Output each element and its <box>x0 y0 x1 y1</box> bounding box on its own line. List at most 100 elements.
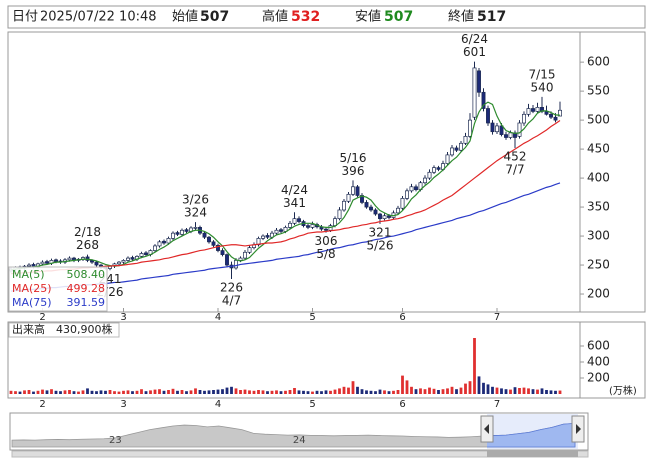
candle-body <box>166 238 171 244</box>
volume-bar <box>176 390 179 394</box>
candle-body <box>526 108 531 115</box>
annotation-value: 306 <box>315 234 338 248</box>
candle-body <box>436 167 441 170</box>
volume-bar <box>383 390 386 394</box>
candle-body <box>94 261 99 266</box>
volume-bar <box>423 389 427 394</box>
annotation-date: 4/7 <box>222 293 241 307</box>
candle-body <box>54 259 58 262</box>
x-tick-label: 6 <box>399 399 405 410</box>
volume-bar <box>171 388 175 394</box>
candle-body <box>423 177 427 184</box>
volume-bar <box>149 390 152 394</box>
volume-bar <box>446 388 449 394</box>
candle-body <box>382 215 387 220</box>
volume-y-tick-label: 600 <box>587 339 610 353</box>
candle-body <box>409 186 414 192</box>
ma-legend: MA(5) 508.40 MA(25) 499.28 MA(75) 391.59 <box>8 266 108 312</box>
y-tick-label: 500 <box>587 113 610 127</box>
candle-body <box>306 225 310 228</box>
annotation-value: 324 <box>184 206 207 220</box>
volume-bar <box>378 389 382 394</box>
volume-bar <box>500 388 503 394</box>
candle-body <box>396 207 400 214</box>
volume-bar <box>167 390 170 394</box>
volume-bar <box>99 390 103 394</box>
volume-bar <box>360 389 364 394</box>
annotation-value: 321 <box>369 225 392 239</box>
x-tick-label: 4 <box>215 399 221 410</box>
candle-body <box>450 147 454 156</box>
volume-bar <box>329 390 332 394</box>
volume-bar <box>293 388 296 394</box>
volume-bar <box>261 390 265 394</box>
volume-bar <box>207 390 211 394</box>
candle-body <box>535 107 540 112</box>
volume-bar <box>185 391 188 394</box>
candle-body <box>40 261 45 265</box>
annotation-value: 226 <box>220 280 243 294</box>
volume-bar <box>338 388 341 394</box>
volume-plot: 出来高 430,900株 (万株) 2 3 4 5 6 7 200 400 600 <box>8 322 637 410</box>
navigator-scroll-thumb[interactable] <box>487 451 578 457</box>
legend-value: 499.28 <box>67 282 106 295</box>
volume-bar <box>324 390 328 394</box>
candle-body <box>373 209 378 215</box>
volume-bar <box>90 390 94 394</box>
datetime: 2025/07/22 10:48 <box>40 10 157 25</box>
candle-body <box>504 134 508 138</box>
y-tick-label: 350 <box>587 200 610 214</box>
volume-bar <box>81 390 85 394</box>
volume-bar <box>396 390 400 394</box>
volume-bar <box>216 389 220 394</box>
candle-body <box>45 261 49 264</box>
header-box <box>7 5 646 29</box>
candle-body <box>517 122 522 137</box>
volume-latest: 430,900株 <box>56 322 113 336</box>
volume-bar <box>45 390 49 394</box>
candle-body <box>355 186 360 196</box>
volume-bar <box>545 390 548 394</box>
candle-body <box>445 154 450 164</box>
close-value: 517 <box>477 9 506 25</box>
volume-bar <box>495 387 499 394</box>
legend-label: MA(5) <box>12 268 45 281</box>
volume-bar <box>162 390 166 394</box>
annotation-date: 3/26 <box>182 193 209 207</box>
volume-bar <box>288 390 292 394</box>
navigator: 23 24 <box>11 414 589 458</box>
volume-bar <box>473 338 476 394</box>
legend-value: 508.40 <box>67 268 106 281</box>
annotation-date: 4/24 <box>281 183 308 197</box>
annotation-value: 268 <box>76 238 99 252</box>
volume-bar <box>41 389 44 394</box>
candle-body <box>427 171 432 179</box>
volume-bar <box>518 388 521 394</box>
volume-bar <box>482 382 485 394</box>
volume-bar <box>459 387 463 394</box>
candle-body <box>364 202 369 208</box>
candle-body <box>522 113 526 124</box>
volume-bar <box>342 386 346 394</box>
candle-body <box>342 200 346 211</box>
navigator-panel <box>9 412 589 451</box>
volume-bar <box>180 390 184 394</box>
candle-body <box>459 142 463 151</box>
candle-body <box>153 245 157 251</box>
candle-body <box>67 257 72 261</box>
volume-bar <box>369 390 373 394</box>
legend-value: 391.59 <box>67 296 106 309</box>
volume-bar <box>464 383 467 394</box>
candle-body <box>193 227 198 229</box>
y-tick-label: 400 <box>587 171 610 185</box>
candle-body <box>463 135 468 144</box>
volume-bar <box>239 390 242 394</box>
candle-body <box>337 209 342 220</box>
candle-body <box>297 218 301 222</box>
open-label: 始値 <box>172 9 198 25</box>
candle-body <box>495 125 499 133</box>
volume-bar <box>414 389 418 394</box>
volume-bar <box>248 390 251 394</box>
volume-bar <box>72 391 76 394</box>
volume-bar <box>554 390 557 394</box>
